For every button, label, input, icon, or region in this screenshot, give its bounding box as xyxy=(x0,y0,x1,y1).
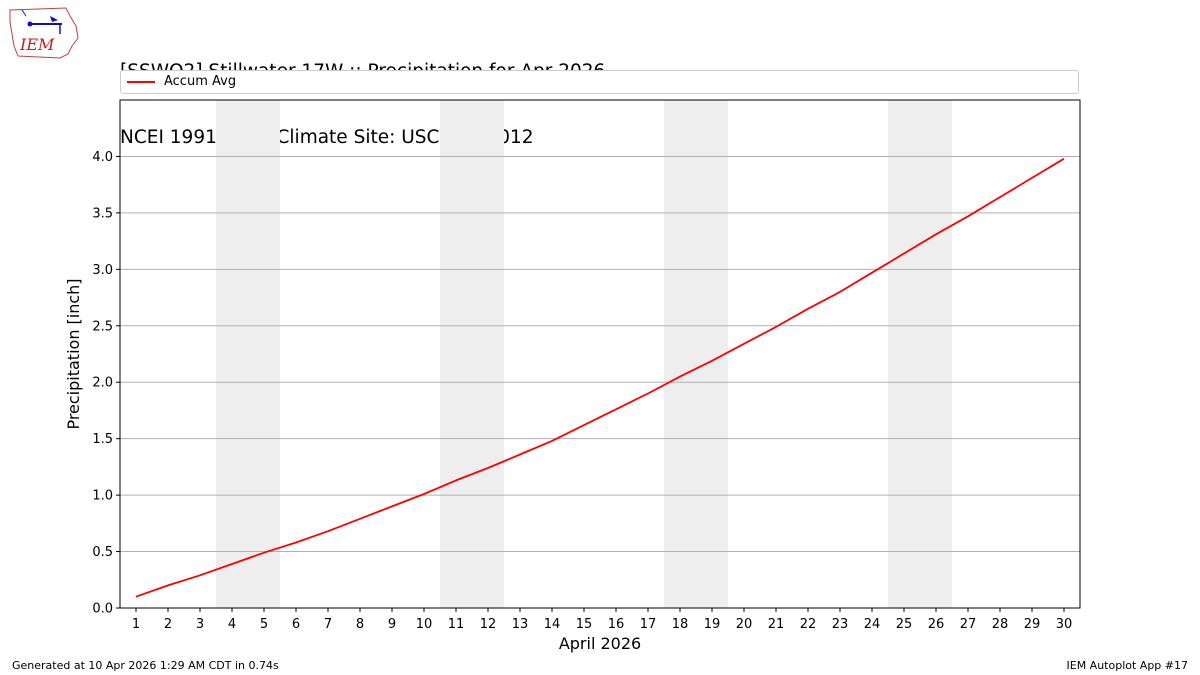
x-tick-label: 21 xyxy=(768,617,785,632)
legend-swatch-accum-avg xyxy=(127,81,155,83)
y-tick-label: 1.0 xyxy=(92,489,113,504)
logo-text: IEM xyxy=(19,35,55,54)
y-tick-label: 2.0 xyxy=(92,376,113,391)
x-tick-label: 1 xyxy=(132,617,140,632)
x-tick-label: 2 xyxy=(164,617,172,632)
y-axis-ticks: 0.0 0.5 1.0 1.5 2.0 2.5 3.0 3.5 4.0 xyxy=(92,150,120,617)
weekend-band-3 xyxy=(888,100,952,608)
x-tick-label: 8 xyxy=(356,617,364,632)
x-tick-label: 22 xyxy=(800,617,817,632)
x-tick-label: 17 xyxy=(640,617,657,632)
y-tick-label: 3.0 xyxy=(92,263,113,278)
weekend-band-0 xyxy=(216,100,280,608)
x-tick-label: 26 xyxy=(928,617,945,632)
x-axis-label: April 2026 xyxy=(559,634,641,653)
x-tick-label: 6 xyxy=(292,617,300,632)
y-tick-label: 3.5 xyxy=(92,206,113,221)
y-tick-label: 4.0 xyxy=(92,150,113,165)
x-tick-label: 27 xyxy=(960,617,977,632)
x-tick-label: 23 xyxy=(832,617,849,632)
x-tick-label: 12 xyxy=(480,617,497,632)
x-tick-label: 19 xyxy=(704,617,721,632)
series-line-accum-avg xyxy=(135,157,1065,598)
y-tick-label: 0.5 xyxy=(92,545,113,560)
x-tick-label: 18 xyxy=(672,617,689,632)
x-tick-label: 16 xyxy=(608,617,625,632)
series-layer xyxy=(135,157,1065,598)
x-tick-label: 9 xyxy=(388,617,396,632)
y-tick-label: 2.5 xyxy=(92,319,113,334)
footer-app-text: IEM Autoplot App #17 xyxy=(1066,659,1189,672)
plot-frame xyxy=(119,99,1081,609)
x-tick-label: 30 xyxy=(1056,617,1073,632)
x-tick-label: 20 xyxy=(736,617,753,632)
x-tick-label: 14 xyxy=(544,617,561,632)
x-tick-label: 28 xyxy=(992,617,1009,632)
footer-generated-text: Generated at 10 Apr 2026 1:29 AM CDT in … xyxy=(12,659,279,672)
x-tick-label: 4 xyxy=(228,617,236,632)
x-tick-label: 3 xyxy=(196,617,204,632)
weekend-shading-layer xyxy=(216,100,952,608)
x-tick-label: 25 xyxy=(896,617,913,632)
weekend-band-1 xyxy=(440,100,504,608)
x-tick-label: 24 xyxy=(864,617,881,632)
chart-legend: Accum Avg xyxy=(120,70,1079,94)
x-tick-label: 29 xyxy=(1024,617,1041,632)
weekend-band-2 xyxy=(664,100,728,608)
y-tick-label: 0.0 xyxy=(92,602,113,617)
y-tick-label: 1.5 xyxy=(92,432,113,447)
x-tick-label: 15 xyxy=(576,617,593,632)
x-tick-label: 7 xyxy=(324,617,332,632)
x-tick-label: 10 xyxy=(416,617,433,632)
x-tick-label: 11 xyxy=(448,617,465,632)
iem-logo: IEM xyxy=(9,7,79,59)
x-tick-label: 5 xyxy=(260,617,268,632)
x-axis-ticks: 1 2 3 4 5 6 7 8 9 10 11 12 13 14 15 16 17 18 19 20 21 22 23 24 2… xyxy=(132,608,1072,632)
x-tick-label: 13 xyxy=(512,617,529,632)
legend-label-accum-avg: Accum Avg xyxy=(164,74,237,89)
y-axis-label: Precipitation [inch] xyxy=(64,278,83,429)
